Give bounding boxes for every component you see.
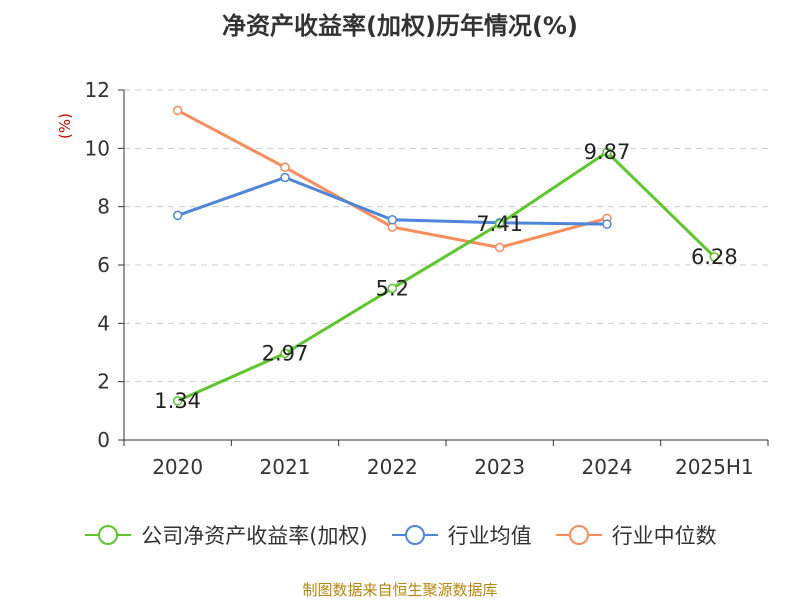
data-point-0 xyxy=(387,283,398,294)
data-point-2 xyxy=(280,162,290,173)
legend-label: 公司净资产收益率(加权) xyxy=(141,524,368,548)
legend-swatch-marker xyxy=(568,525,589,545)
series-line-0 xyxy=(177,150,716,403)
legend-swatch-icon xyxy=(391,525,438,545)
y-tick-label: 12 xyxy=(85,78,110,102)
chart-legend: 公司净资产收益率(加权) 行业均值 行业中位数 xyxy=(0,520,800,550)
data-point-0 xyxy=(280,348,290,359)
x-tick-label: 2023 xyxy=(474,455,525,479)
legend-swatch-icon xyxy=(85,525,132,545)
y-tick-label: 8 xyxy=(97,195,110,219)
data-label: 2.97 xyxy=(262,341,309,365)
legend-item[interactable]: 行业中位数 xyxy=(554,520,717,550)
data-point-1 xyxy=(280,172,290,183)
data-point-0 xyxy=(709,252,720,262)
data-point-0 xyxy=(602,147,612,157)
y-tick-label: 0 xyxy=(97,428,110,452)
legend-swatch-icon xyxy=(555,525,602,545)
y-tick-label: 6 xyxy=(97,253,110,277)
legend-label: 行业均值 xyxy=(447,524,532,548)
legend-label: 行业中位数 xyxy=(611,524,717,548)
y-tick-label: 10 xyxy=(85,136,110,160)
legend-swatch-marker xyxy=(98,525,119,545)
data-label: 1.34 xyxy=(154,389,201,413)
chart-title: 净资产收益率(加权)历年情况(%) xyxy=(222,12,578,40)
x-tick-label: 2022 xyxy=(367,455,418,479)
data-point-0 xyxy=(172,396,183,406)
x-tick-label: 2021 xyxy=(260,455,311,479)
data-point-0 xyxy=(494,219,505,229)
data-source-note: 制图数据来自恒生聚源数据库 xyxy=(302,581,498,599)
data-label: 6.28 xyxy=(691,245,738,269)
x-tick-label: 2020 xyxy=(152,455,203,479)
data-point-1 xyxy=(602,219,612,229)
legend-item[interactable]: 行业均值 xyxy=(390,520,532,550)
y-tick-label: 4 xyxy=(97,311,110,335)
data-point-1 xyxy=(172,210,183,221)
data-label: 7.41 xyxy=(476,212,523,236)
y-axis-label: (%) xyxy=(56,113,74,139)
data-label: 9.87 xyxy=(584,140,631,164)
x-tick-label: 2024 xyxy=(582,455,633,479)
data-point-2 xyxy=(494,242,505,253)
data-point-1 xyxy=(387,215,398,225)
x-tick-label: 2025H1 xyxy=(675,455,754,479)
legend-swatch-marker xyxy=(404,525,425,545)
y-tick-label: 2 xyxy=(97,370,110,394)
data-label: 5.2 xyxy=(376,276,409,300)
data-point-2 xyxy=(172,105,183,116)
legend-item[interactable]: 公司净资产收益率(加权) xyxy=(83,520,368,550)
